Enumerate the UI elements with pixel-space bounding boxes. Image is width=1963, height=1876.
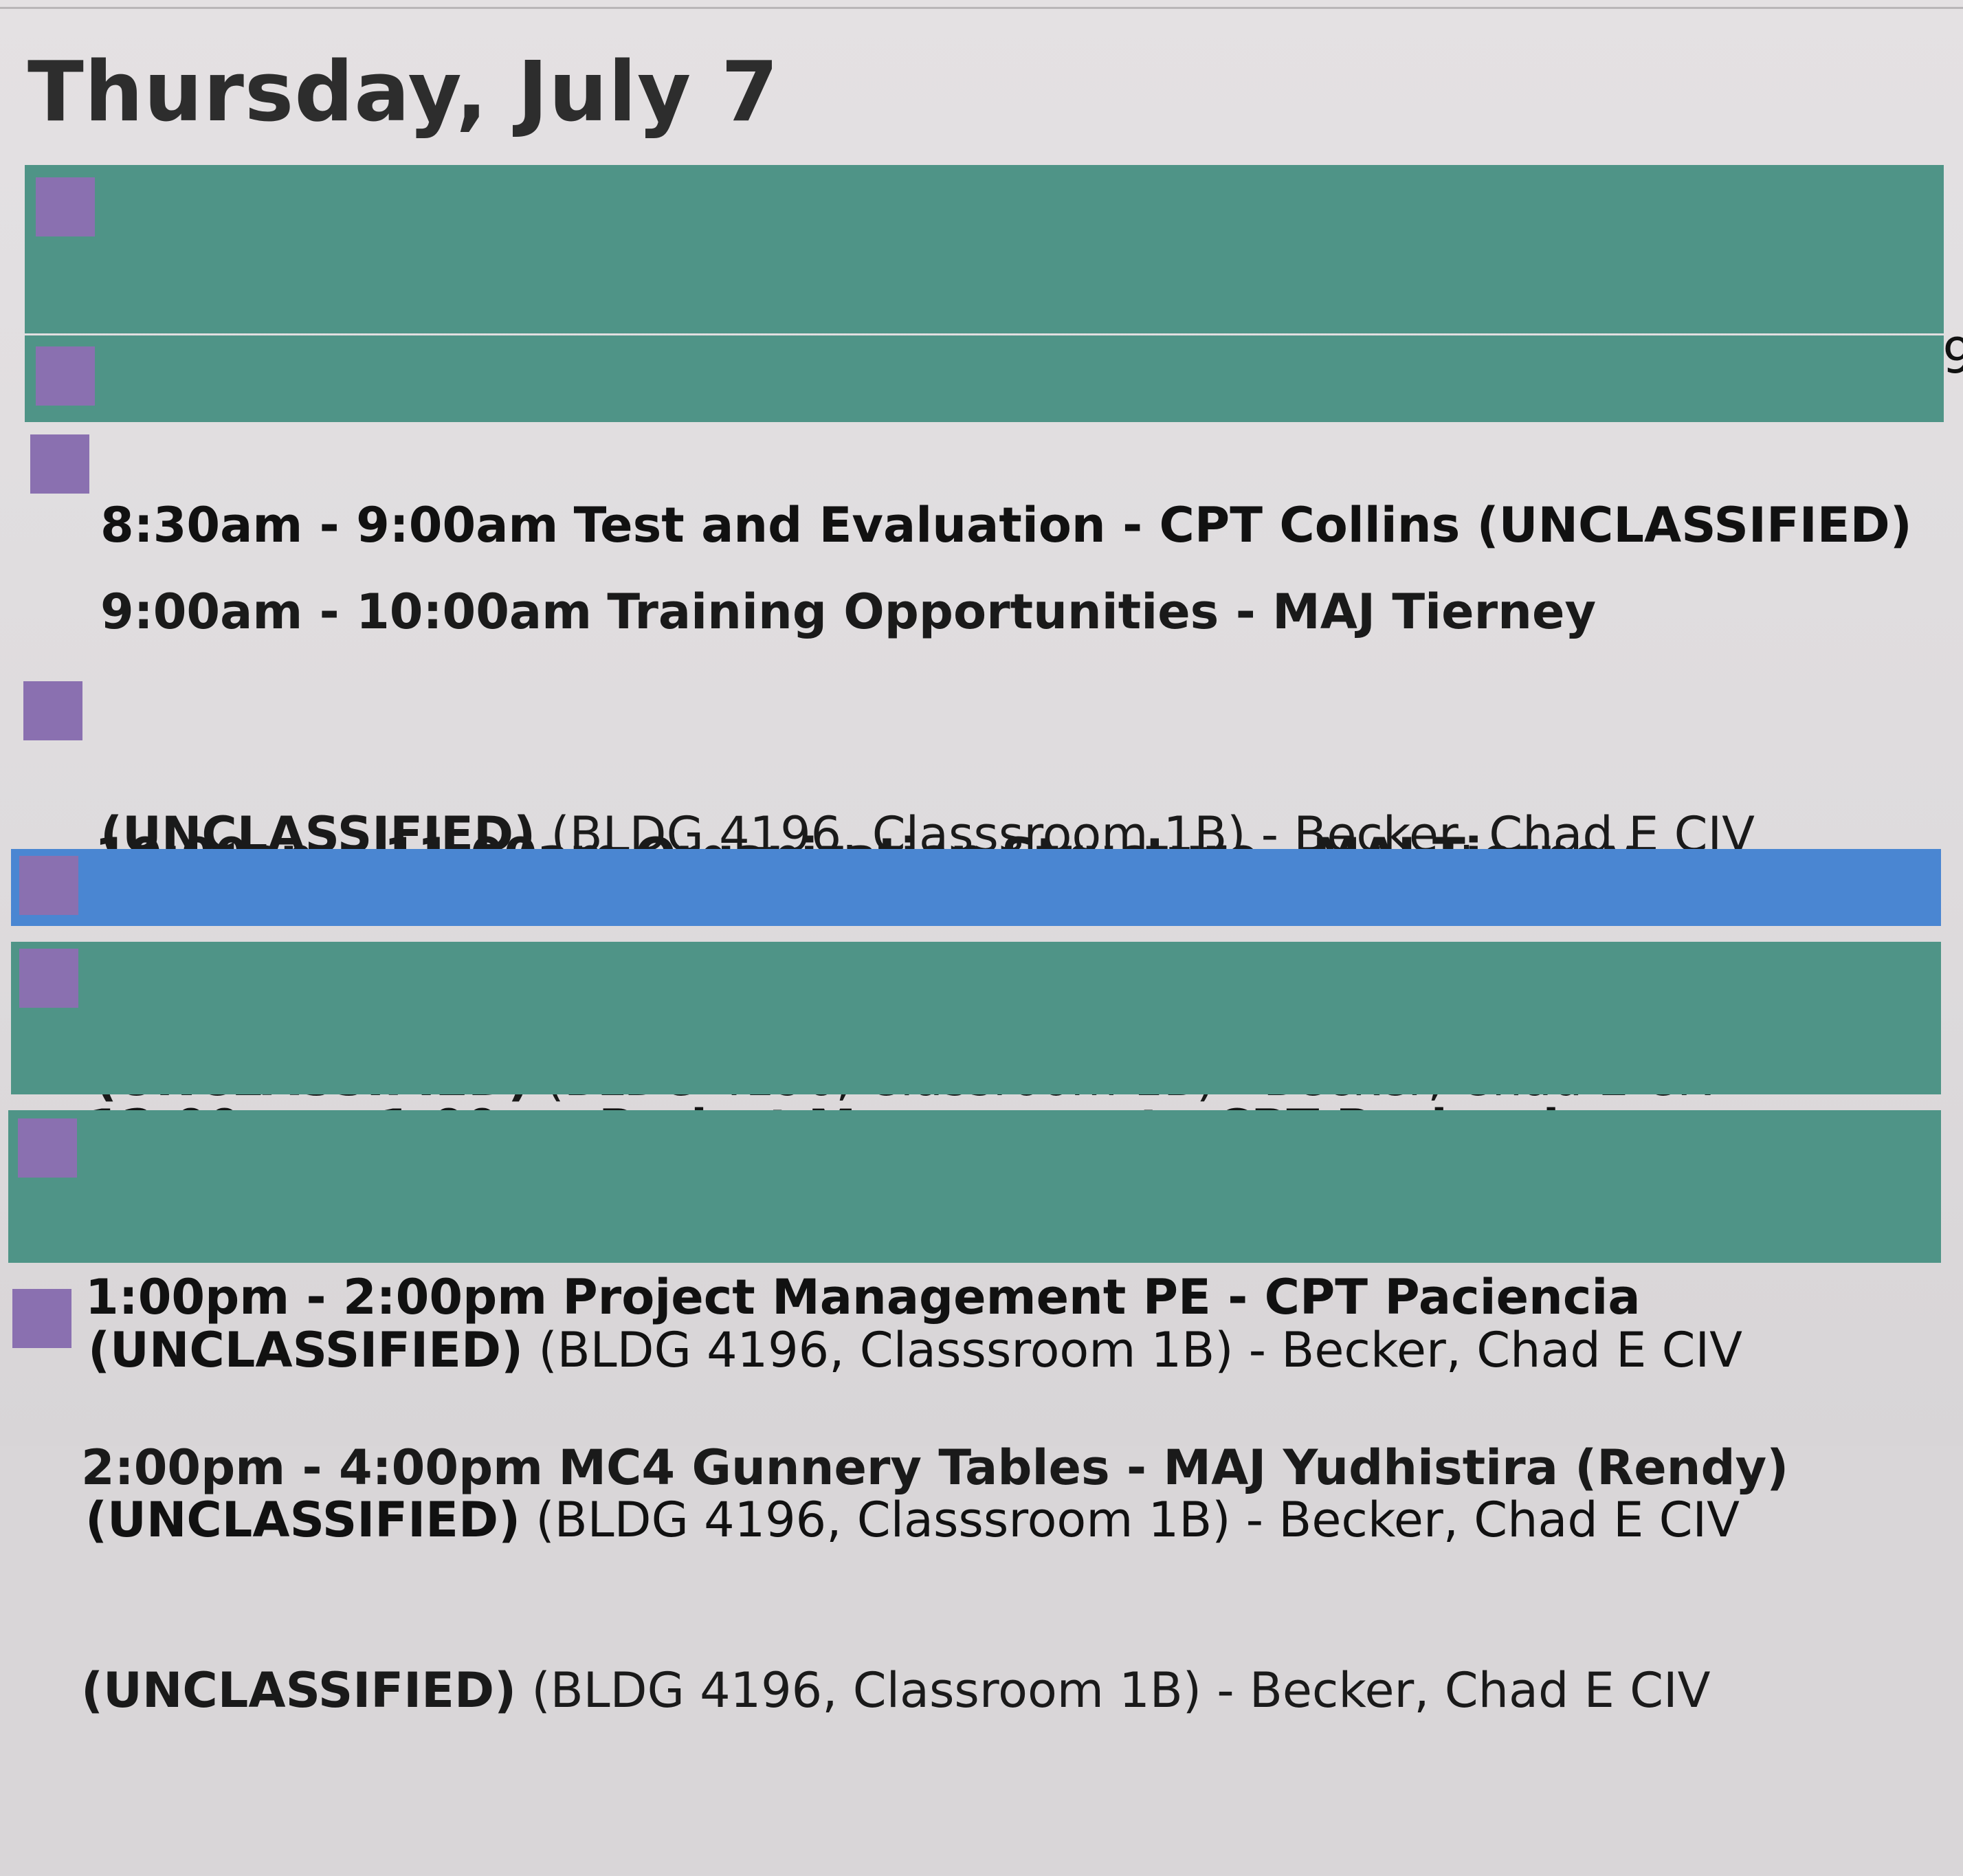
event-time: 9:00am - 10:00am xyxy=(100,584,592,640)
event-item[interactable]: 11:00am - 12:00pm Lunch xyxy=(11,849,1941,1063)
calendar-color-swatch xyxy=(23,681,82,740)
calendar-color-swatch xyxy=(30,434,89,494)
calendar-page: Thursday, July 7 8:00am - 8:30am Morning… xyxy=(0,0,1963,1719)
event-item[interactable]: 9:00am - 10:00am Training Opportunities … xyxy=(25,426,1944,1085)
event-time: 8:30am - 9:00am xyxy=(100,497,559,553)
event-item[interactable]: 10:00am - 11:00am Organization Structure… xyxy=(19,670,1944,1107)
top-divider xyxy=(0,7,1963,9)
event-location: (BLDG 4196, Classsroom 1B) - Becker, Cha… xyxy=(538,1322,1742,1378)
event-title: Project Management PE - CPT Paciencia xyxy=(562,1269,1641,1325)
event-title: Training Opportunities - MAJ Tierney xyxy=(607,584,1597,640)
event-item[interactable]: 2:00pm - 4:00pm MC4 Gunnery Tables - MAJ… xyxy=(8,1282,1941,1719)
event-title: Test and Evaluation - CPT Collins (UNCLA… xyxy=(573,497,1912,553)
calendar-color-swatch xyxy=(18,1118,77,1178)
event-time: 1:00pm - 2:00pm xyxy=(85,1269,548,1325)
calendar-color-swatch xyxy=(12,1289,71,1348)
event-title: MC4 Gunnery Tables - MAJ Yudhistira (Ren… xyxy=(558,1439,1789,1496)
event-item[interactable]: 12:00pm - 1:00pm Project Management - CP… xyxy=(11,942,1941,1378)
calendar-color-swatch xyxy=(19,949,78,1008)
event-item[interactable]: 1:00pm - 2:00pm Project Management PE - … xyxy=(8,1110,1941,1548)
day-title: Thursday, July 7 xyxy=(27,45,779,140)
calendar-color-swatch xyxy=(36,346,95,406)
event-classification: (UNCLASSIFIED) xyxy=(81,1662,517,1719)
calendar-color-swatch xyxy=(19,856,78,915)
event-time: 2:00pm - 4:00pm xyxy=(81,1439,544,1496)
event-location: (BLDG 4196, Classroom 1B) - Becker, Chad… xyxy=(531,1662,1711,1719)
calendar-color-swatch xyxy=(36,177,95,236)
event-item[interactable]: 8:00am - 8:30am Morning News, Weather, a… xyxy=(25,165,1963,384)
event-classification: (UNCLASSIFIED) xyxy=(88,1322,524,1378)
event-item[interactable]: 8:30am - 9:00am Test and Evaluation - CP… xyxy=(25,335,1944,553)
